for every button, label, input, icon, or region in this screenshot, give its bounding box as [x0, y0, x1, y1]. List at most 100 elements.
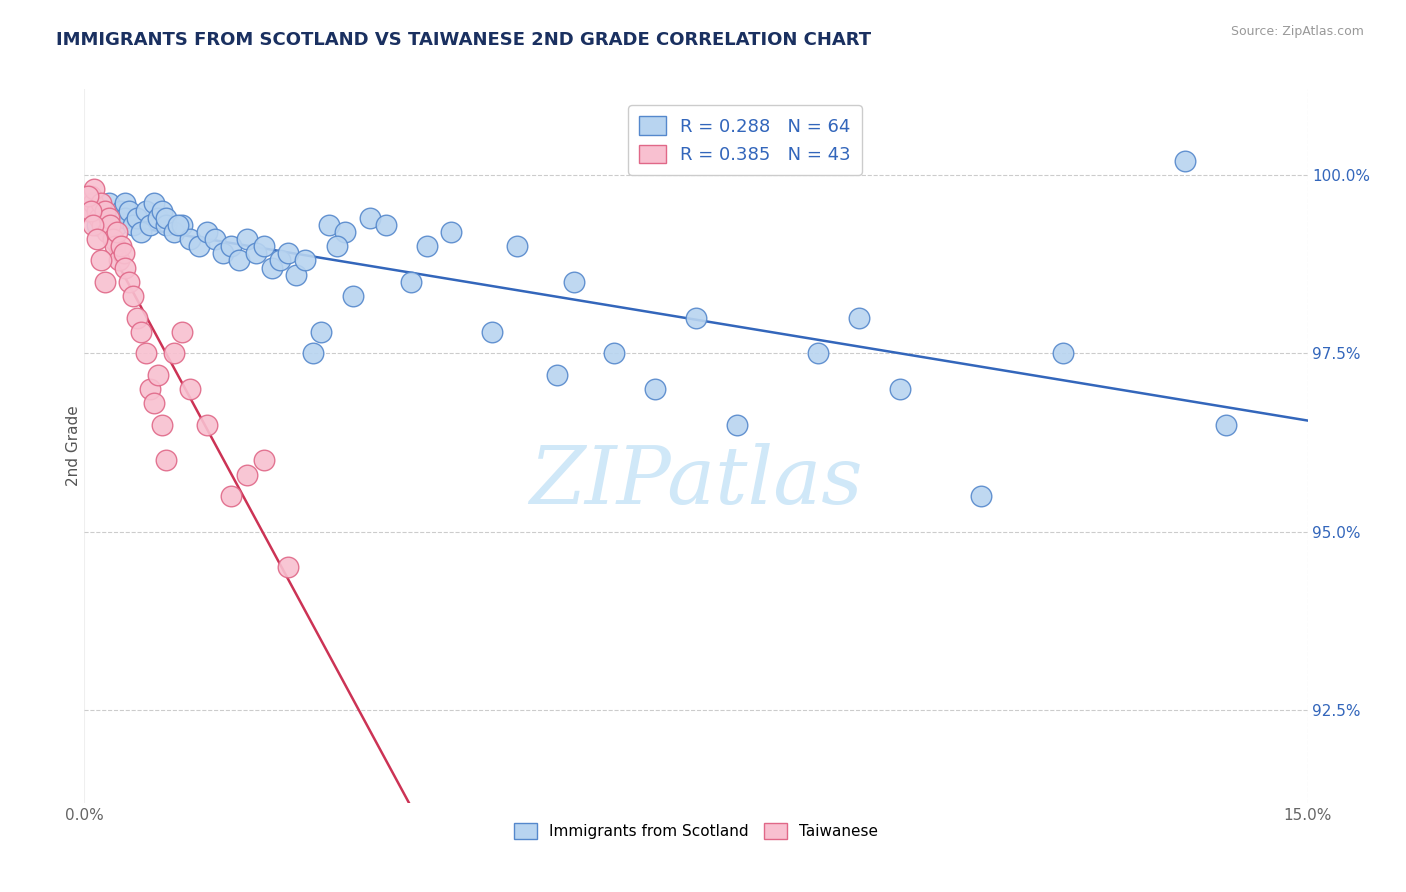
- Point: [399, 275, 422, 289]
- Point: [82, 218, 104, 232]
- Point: [138, 382, 160, 396]
- Point: [172, 325, 194, 339]
- Point: [1052, 346, 1074, 360]
- Point: [505, 239, 527, 253]
- Point: [135, 346, 157, 360]
- Point: [285, 268, 308, 282]
- Point: [105, 225, 128, 239]
- Point: [91, 218, 114, 232]
- Point: [204, 232, 226, 246]
- Point: [97, 196, 120, 211]
- Point: [131, 225, 153, 239]
- Point: [187, 239, 209, 253]
- Point: [155, 211, 177, 225]
- Point: [179, 382, 201, 396]
- Point: [562, 275, 585, 289]
- Point: [93, 203, 115, 218]
- Y-axis label: 2nd Grade: 2nd Grade: [66, 406, 80, 486]
- Point: [77, 189, 100, 203]
- Point: [104, 239, 127, 253]
- Point: [86, 232, 108, 246]
- Legend: Immigrants from Scotland, Taiwanese: Immigrants from Scotland, Taiwanese: [508, 817, 884, 845]
- Point: [96, 225, 118, 239]
- Point: [114, 196, 136, 211]
- Point: [179, 232, 201, 246]
- Point: [481, 325, 503, 339]
- Point: [301, 346, 323, 360]
- Point: [86, 218, 108, 232]
- Point: [118, 203, 141, 218]
- Point: [105, 218, 128, 232]
- Point: [359, 211, 381, 225]
- Point: [807, 346, 830, 360]
- Point: [685, 310, 707, 325]
- Point: [335, 225, 357, 239]
- Point: [110, 239, 132, 253]
- Point: [90, 253, 112, 268]
- Point: [127, 310, 149, 325]
- Point: [86, 203, 108, 218]
- Point: [253, 453, 276, 467]
- Text: IMMIGRANTS FROM SCOTLAND VS TAIWANESE 2ND GRADE CORRELATION CHART: IMMIGRANTS FROM SCOTLAND VS TAIWANESE 2N…: [56, 31, 872, 49]
- Point: [970, 489, 993, 503]
- Text: Source: ZipAtlas.com: Source: ZipAtlas.com: [1230, 25, 1364, 38]
- Point: [309, 325, 332, 339]
- Point: [416, 239, 439, 253]
- Point: [440, 225, 463, 239]
- Point: [212, 246, 235, 260]
- Point: [1215, 417, 1237, 432]
- Point: [146, 211, 169, 225]
- Point: [1174, 153, 1197, 168]
- Point: [90, 196, 112, 211]
- Point: [228, 253, 250, 268]
- Point: [644, 382, 666, 396]
- Point: [80, 203, 103, 218]
- Point: [131, 325, 153, 339]
- Point: [97, 211, 120, 225]
- Point: [155, 218, 177, 232]
- Point: [87, 211, 110, 225]
- Point: [326, 239, 349, 253]
- Point: [294, 253, 316, 268]
- Text: ZIPatlas: ZIPatlas: [529, 443, 863, 520]
- Point: [77, 203, 100, 218]
- Point: [236, 232, 259, 246]
- Point: [318, 218, 340, 232]
- Point: [163, 346, 186, 360]
- Point: [245, 246, 267, 260]
- Point: [83, 182, 105, 196]
- Point: [603, 346, 626, 360]
- Point: [167, 218, 190, 232]
- Point: [848, 310, 870, 325]
- Point: [277, 246, 299, 260]
- Point: [114, 211, 136, 225]
- Point: [107, 253, 129, 268]
- Point: [135, 203, 157, 218]
- Point: [269, 253, 291, 268]
- Point: [546, 368, 568, 382]
- Point: [277, 560, 299, 574]
- Point: [889, 382, 911, 396]
- Point: [118, 275, 141, 289]
- Point: [142, 196, 165, 211]
- Point: [100, 218, 122, 232]
- Point: [93, 211, 115, 225]
- Point: [114, 260, 136, 275]
- Point: [93, 275, 115, 289]
- Point: [163, 225, 186, 239]
- Point: [82, 196, 104, 211]
- Point: [219, 489, 242, 503]
- Point: [146, 368, 169, 382]
- Point: [342, 289, 364, 303]
- Point: [195, 225, 218, 239]
- Point: [725, 417, 748, 432]
- Point: [122, 289, 145, 303]
- Point: [90, 203, 112, 218]
- Point: [219, 239, 242, 253]
- Point: [142, 396, 165, 410]
- Point: [101, 232, 124, 246]
- Point: [138, 218, 160, 232]
- Point: [375, 218, 398, 232]
- Point: [150, 417, 173, 432]
- Point: [110, 203, 132, 218]
